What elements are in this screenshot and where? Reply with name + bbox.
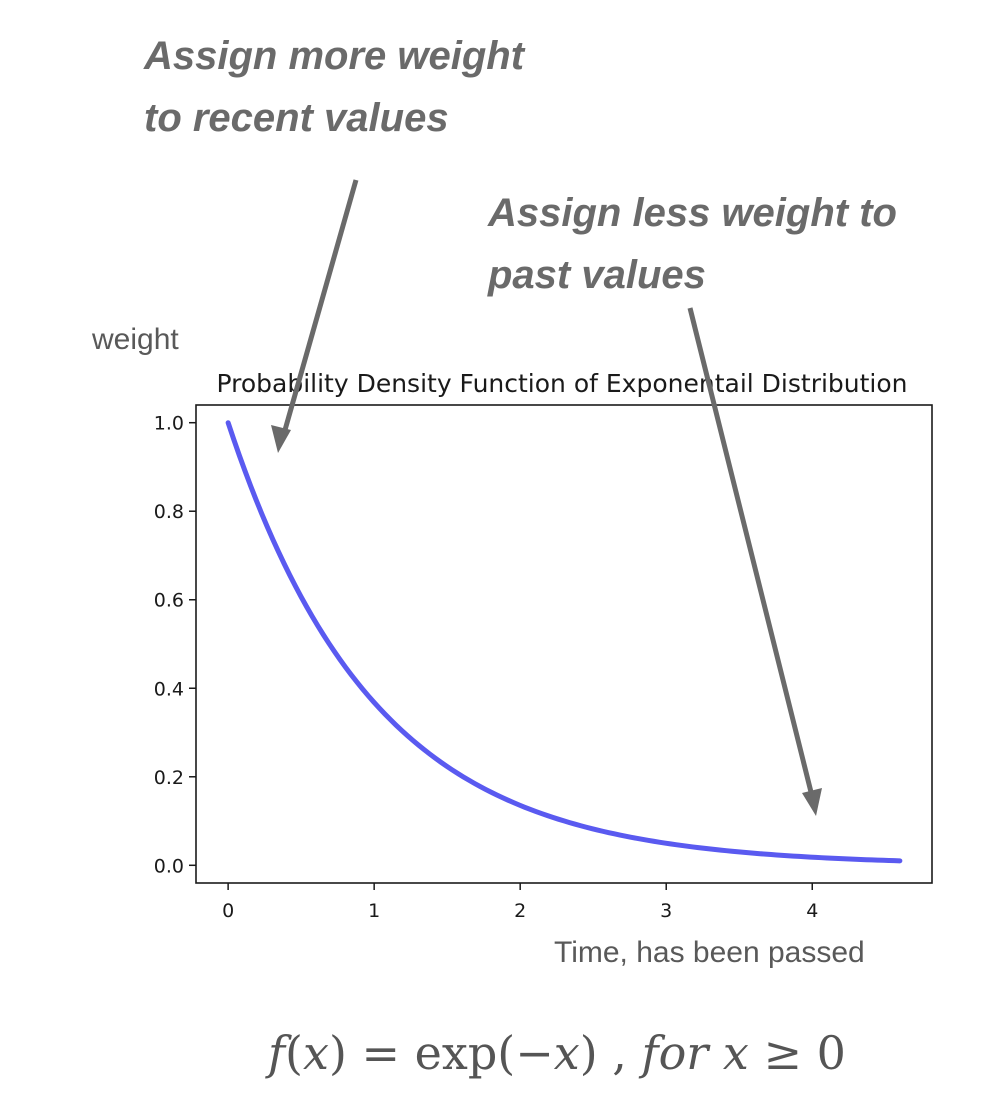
arrow-past-head (802, 788, 822, 816)
arrows-layer (271, 179, 822, 816)
formula-lparen: ( (285, 1026, 303, 1080)
ticks-layer: 0.0 0.2 0.4 0.6 0.8 1.0 0 1 2 3 4 (154, 413, 819, 922)
chart-title: Probability Density Function of Exponent… (216, 369, 907, 398)
arrow-recent-shaft (282, 179, 359, 431)
formula-cond: ≥ 0 (748, 1026, 846, 1080)
y-axis-label: weight (92, 323, 179, 356)
annotation-past-line2: past values (488, 253, 706, 297)
formula-for: for (641, 1026, 709, 1080)
y-tick-label: 0.6 (154, 590, 184, 612)
y-tick-label: 0.4 (154, 678, 184, 700)
y-tick-label: 0.8 (154, 501, 184, 523)
formula-rparen: ) (328, 1026, 347, 1080)
y-tick-label: 1.0 (154, 413, 184, 435)
formula-f: f (268, 1026, 286, 1080)
formula-eq: = exp(− (346, 1026, 554, 1080)
plot-frame (195, 404, 933, 884)
x-tick-label: 1 (368, 900, 380, 922)
x-tick-label: 0 (222, 900, 234, 922)
annotation-recent-line1: Assign more weight (144, 34, 525, 78)
x-tick-label: 4 (806, 900, 818, 922)
formula-x3: x (708, 1026, 749, 1080)
formula-x2: x (553, 1026, 580, 1080)
x-axis-label: Time, has been passed (554, 936, 865, 969)
y-tick-label: 0.2 (154, 767, 184, 789)
formula-x: x (302, 1026, 329, 1080)
x-tick-label: 2 (514, 900, 526, 922)
series-line-exp (225, 420, 903, 864)
arrow-past-shaft (687, 307, 814, 793)
series-layer (225, 420, 903, 864)
arrow-recent-head (271, 425, 291, 453)
annotation-recent-values: Assign more weight to recent values (144, 25, 524, 149)
y-tick-label: 0.0 (154, 855, 184, 877)
annotation-recent-line2: to recent values (144, 96, 449, 140)
annotation-past-values: Assign less weight to past values (488, 182, 897, 306)
formula: f(x) = exp(−x) , for x ≥ 0 (268, 1026, 846, 1080)
x-tick-label: 3 (660, 900, 672, 922)
annotation-past-line1: Assign less weight to (488, 191, 897, 235)
formula-close: ) , (579, 1026, 642, 1080)
